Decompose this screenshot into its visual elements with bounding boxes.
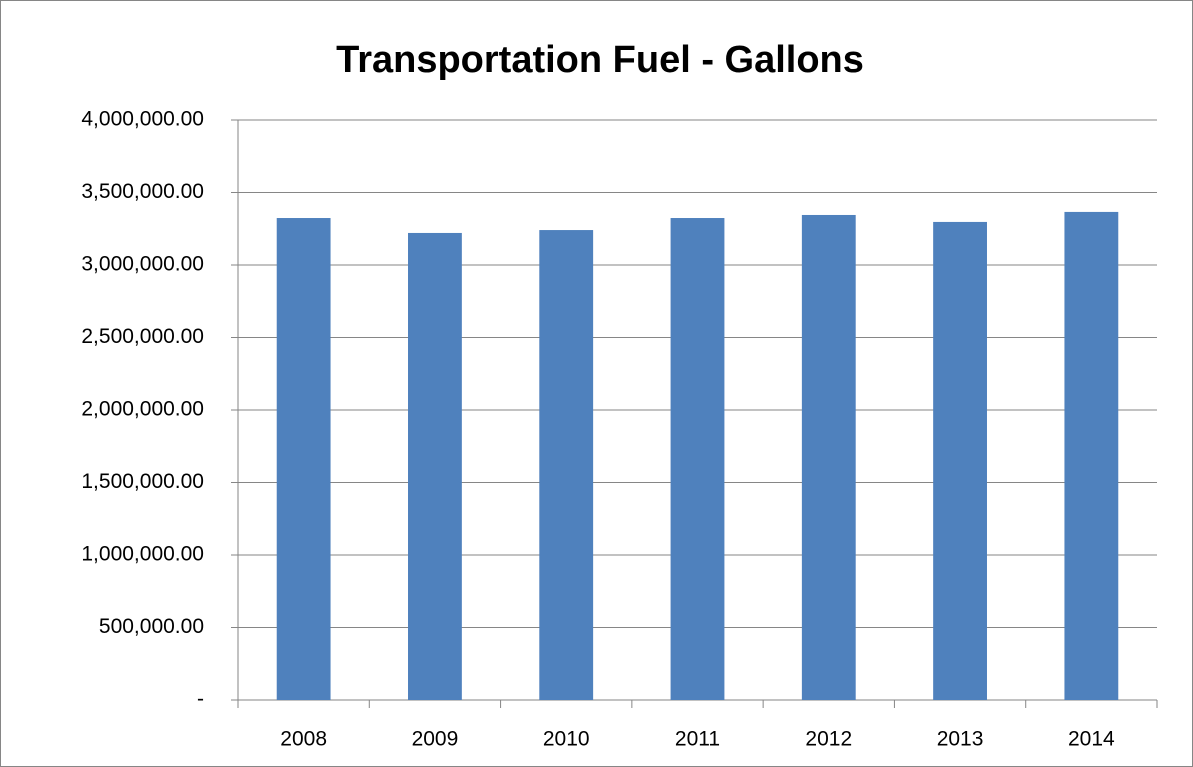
y-tick-label: 2,000,000.00 [81,398,204,421]
x-tick-label: 2011 [675,728,720,751]
bar [276,218,331,700]
bar [933,221,987,700]
x-tick-label: 2010 [543,728,590,751]
y-tick-label: 3,000,000.00 [81,253,204,276]
bar [670,218,725,700]
y-tick-label: 2,500,000.00 [81,325,204,348]
y-tick-label: 500,000.00 [99,615,204,638]
y-tick-label: 4,000,000.00 [81,108,204,131]
y-tick-label: - [197,688,204,711]
y-tick-label: 1,500,000.00 [81,470,204,493]
y-tick-label: 1,000,000.00 [81,543,204,566]
bar [801,214,856,700]
x-tick-label: 2013 [937,728,984,751]
bar [539,230,594,700]
bar [408,232,462,700]
x-tick-label: 2012 [805,728,852,751]
x-tick-label: 2009 [412,728,459,751]
y-tick-label: 3,500,000.00 [81,180,204,203]
x-tick-label: 2008 [280,728,327,751]
bar [1064,211,1119,700]
chart-title: Transportation Fuel - Gallons [336,39,864,81]
x-tick-label: 2014 [1068,728,1115,751]
